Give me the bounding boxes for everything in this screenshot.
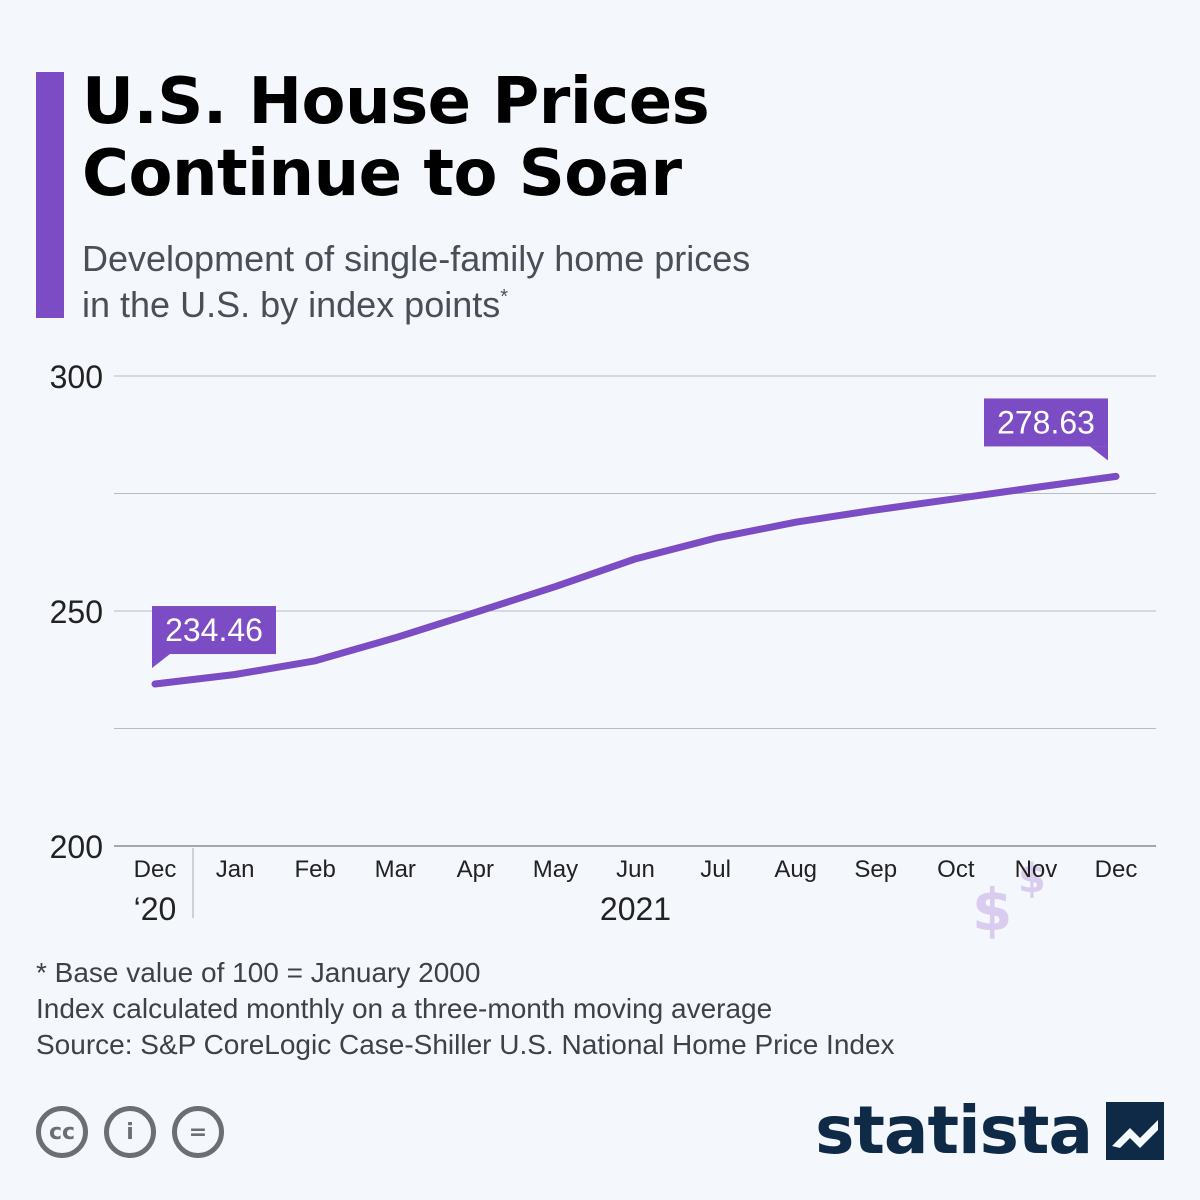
note-base-value: * Base value of 100 = January 2000: [36, 957, 481, 988]
x-tick-label: Jul: [700, 856, 731, 883]
x-tick-label: Jun: [616, 856, 655, 883]
data-point: [1032, 484, 1040, 491]
y-tick-label: 250: [50, 594, 103, 630]
x-tick-label: Jan: [216, 856, 255, 883]
house-illustration: $$$: [972, 856, 1046, 940]
dollar-icon: $: [1005, 936, 1033, 940]
data-point: [231, 671, 239, 678]
value-callout: 278.63: [984, 398, 1108, 461]
year-label: 2021: [600, 891, 671, 927]
creative-commons-icon[interactable]: cc: [36, 1106, 88, 1158]
x-tick-label: Oct: [937, 856, 975, 883]
callout-tail: [1090, 446, 1108, 461]
data-point: [952, 495, 960, 502]
y-tick-label: 300: [50, 359, 103, 395]
data-point: [311, 657, 319, 665]
chart-subtitle: Development of single-family home prices…: [82, 236, 750, 328]
data-point: [472, 609, 479, 616]
chart-title: U.S. House Prices Continue to Soar: [82, 65, 710, 211]
label-layer: 234.46 278.63: [152, 398, 1108, 669]
callout-box: [984, 398, 1108, 447]
chart-notes: * Base value of 100 = January 2000 Index…: [36, 955, 895, 1063]
x-tick-label: Mar: [375, 856, 416, 883]
title-line-2: Continue to Soar: [82, 137, 682, 211]
dollar-icon: $: [972, 876, 1012, 940]
data-point: [632, 555, 639, 563]
data-point: [1112, 473, 1120, 480]
line-layer: [151, 472, 1120, 688]
callout-tail: [152, 654, 170, 669]
data-point: [151, 680, 159, 688]
subtitle-line-1: Development of single-family home prices: [82, 238, 751, 279]
subtitle-line-2: in the U.S. by index points*: [82, 282, 750, 328]
x-tick-label: May: [533, 856, 578, 883]
footnote-marker: *: [500, 286, 509, 308]
brand-wordmark: statista: [815, 1092, 1093, 1169]
subtitle-line-2-text: in the U.S. by index points: [82, 284, 501, 325]
dollar-icon: $: [1018, 856, 1046, 902]
callout-box: [152, 606, 276, 655]
data-point: [712, 534, 719, 542]
no-derivatives-icon[interactable]: =: [172, 1106, 224, 1158]
callout-label: 278.63: [997, 404, 1095, 440]
x-tick-label: Dec: [1095, 856, 1138, 883]
x-tick-label: Aug: [774, 856, 817, 883]
attribution-icon[interactable]: i: [104, 1106, 156, 1158]
license-icons: cc i =: [36, 1106, 224, 1158]
x-tick-label: Dec: [134, 856, 177, 883]
y-tick-label: 200: [50, 829, 103, 865]
data-point: [552, 583, 559, 590]
x-tick-label: Apr: [457, 856, 494, 883]
statista-logo-icon: [1106, 1102, 1164, 1160]
callout-label: 234.46: [165, 612, 263, 648]
x-axis: 200 250 300 Dec Jan Feb Mar Apr May Jun Jul Aug Sep O…: [50, 359, 1138, 927]
accent-bar: [36, 72, 64, 318]
series-line: [151, 472, 1120, 688]
x-tick-label: Nov: [1015, 856, 1058, 883]
title-line-1: U.S. House Prices: [82, 65, 710, 139]
data-point: [792, 518, 799, 526]
x-tick-label: Feb: [294, 856, 335, 883]
data-point: [872, 506, 879, 514]
x-tick-label: Sep: [854, 856, 897, 883]
note-source: Source: S&P CoreLogic Case-Shiller U.S. …: [36, 1029, 895, 1060]
year-label: ‘20: [134, 891, 177, 927]
statista-logo[interactable]: statista: [815, 1098, 1164, 1164]
note-method: Index calculated monthly on a three-mont…: [36, 993, 773, 1024]
value-callout: 234.46: [152, 606, 276, 669]
data-point: [392, 634, 399, 641]
